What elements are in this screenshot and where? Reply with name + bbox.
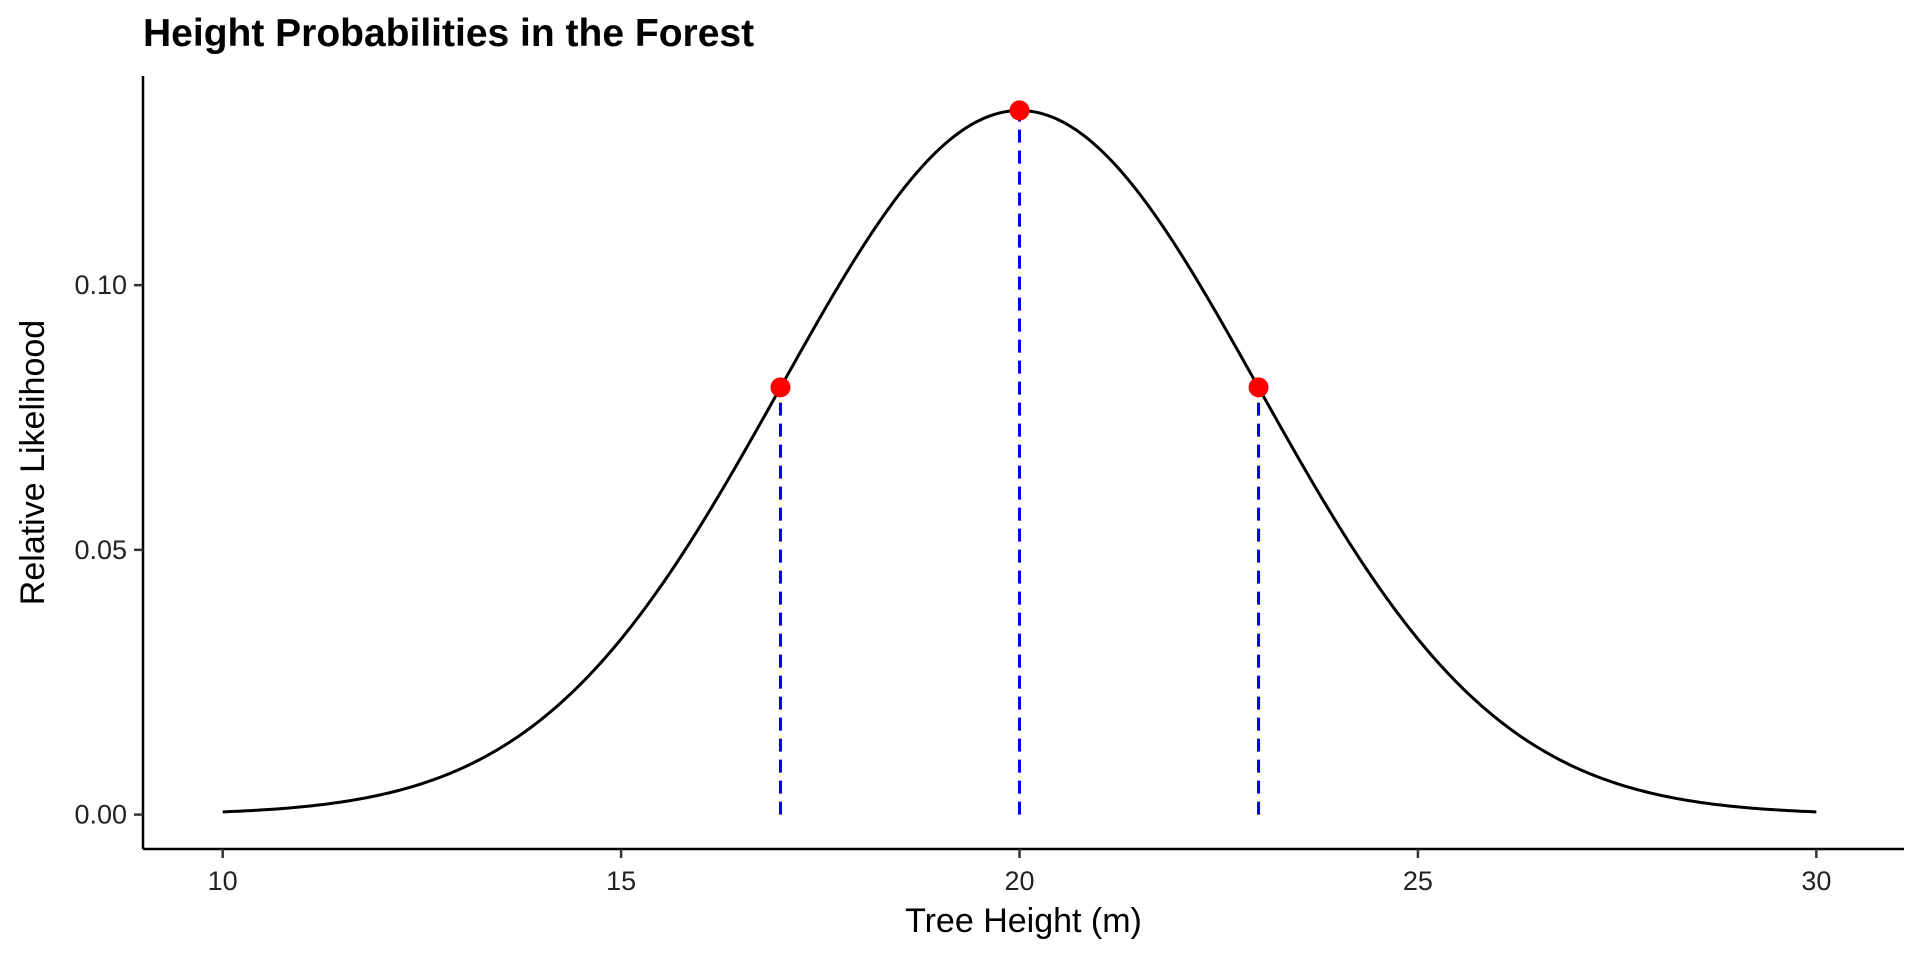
highlight-point: [770, 377, 791, 398]
y-axis-ticks: 0.00 0.05 0.10: [74, 270, 143, 830]
x-tick-label: 15: [606, 866, 636, 896]
chart-title: Height Probabilities in the Forest: [143, 12, 755, 55]
x-tick-label: 30: [1801, 866, 1831, 896]
highlight-point: [1248, 377, 1269, 398]
y-tick-label: 0.10: [74, 270, 127, 300]
reference-lines: [778, 110, 1261, 815]
x-tick-label: 20: [1004, 866, 1034, 896]
highlight-points: [770, 100, 1269, 398]
x-tick-label: 10: [208, 866, 238, 896]
x-axis-ticks: 10 15 20 25 30: [208, 849, 1831, 896]
y-tick-label: 0.00: [74, 800, 127, 830]
x-tick-label: 25: [1403, 866, 1433, 896]
y-axis-title: Relative Likelihood: [14, 320, 52, 605]
x-axis-title: Tree Height (m): [905, 902, 1142, 940]
y-tick-label: 0.05: [74, 535, 127, 565]
highlight-point: [1009, 100, 1030, 121]
